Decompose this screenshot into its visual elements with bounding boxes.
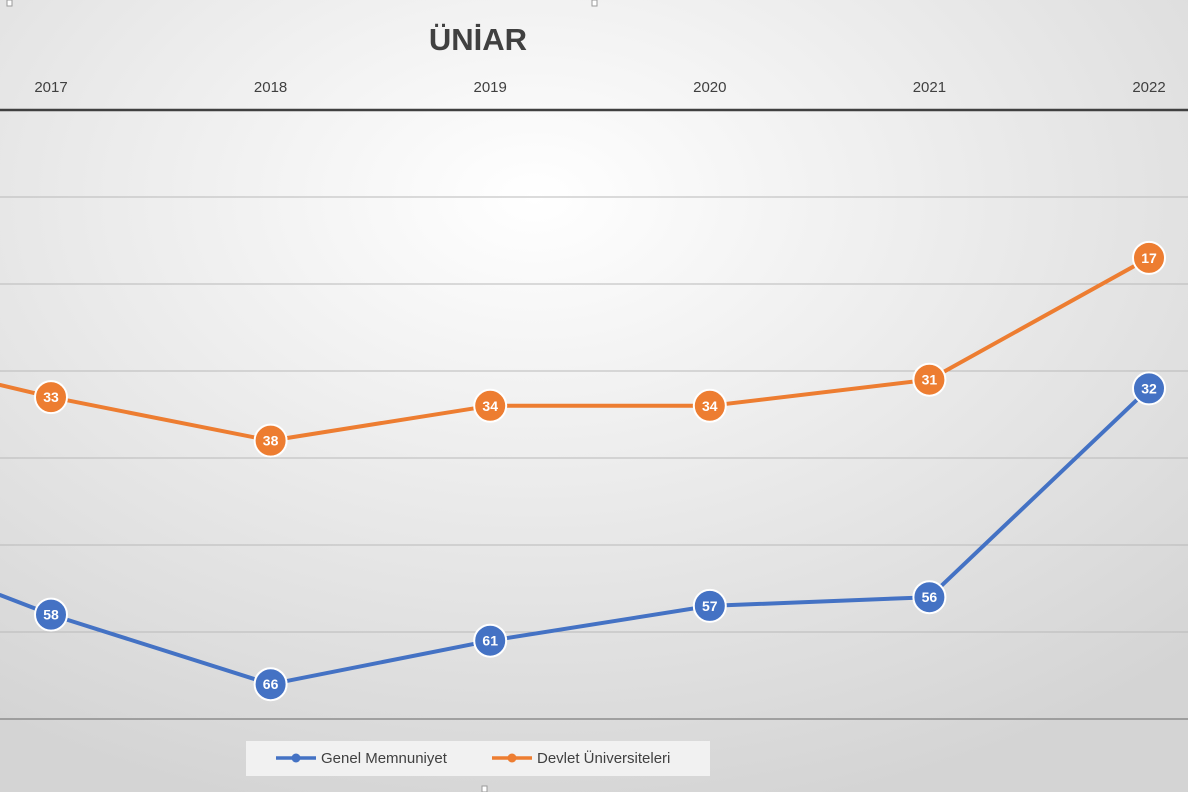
legend-label-devlet-universiteleri: Devlet Üniversiteleri xyxy=(537,749,670,767)
data-point-genel-memnuniyet-2020[interactable] xyxy=(692,588,727,623)
resize-handle[interactable] xyxy=(481,785,488,792)
data-label-genel-memnuniyet-2017: 58 xyxy=(43,607,59,623)
x-axis-ticks: 2017 2018 2019 2020 2021 2022 xyxy=(34,79,1165,96)
legend-dot-devlet-universiteleri xyxy=(507,753,517,763)
series-layer: 58 66 61 57 56 32 33 38 34 34 31 17 xyxy=(0,240,1166,702)
x-tick-label-2021: 2021 xyxy=(913,79,946,96)
legend-dot-genel-memnuniyet xyxy=(291,753,301,763)
data-point-devlet-universiteleri-2018[interactable] xyxy=(253,423,288,458)
chart-title: ÜNİAR xyxy=(429,22,527,57)
x-tick-label-2018: 2018 xyxy=(254,79,287,96)
data-point-devlet-universiteleri-2019[interactable] xyxy=(473,388,508,423)
data-label-devlet-universiteleri-2017: 33 xyxy=(43,389,59,405)
series-devlet-universiteleri: 33 38 34 34 31 17 xyxy=(0,240,1166,458)
legend-label-genel-memnuniyet: Genel Memnuniyet xyxy=(321,750,448,767)
x-tick-label-2022: 2022 xyxy=(1132,79,1165,96)
data-point-devlet-universiteleri-2021[interactable] xyxy=(912,362,947,397)
data-label-genel-memnuniyet-2018: 66 xyxy=(263,676,279,692)
data-label-genel-memnuniyet-2021: 56 xyxy=(922,589,938,605)
data-point-genel-memnuniyet-2018[interactable] xyxy=(253,667,288,702)
x-tick-label-2020: 2020 xyxy=(693,79,726,96)
data-point-devlet-universiteleri-2020[interactable] xyxy=(692,388,727,423)
resize-handle[interactable] xyxy=(6,0,13,7)
data-label-devlet-universiteleri-2018: 38 xyxy=(263,433,279,449)
resize-handle[interactable] xyxy=(591,0,598,7)
data-label-devlet-universiteleri-2019: 34 xyxy=(482,398,498,414)
data-point-genel-memnuniyet-2017[interactable] xyxy=(34,597,68,632)
data-label-devlet-universiteleri-2021: 31 xyxy=(922,372,938,388)
data-point-genel-memnuniyet-2019[interactable] xyxy=(473,623,508,658)
data-label-genel-memnuniyet-2019: 61 xyxy=(482,633,498,649)
gridlines xyxy=(0,196,1188,720)
legend-box xyxy=(246,741,710,776)
data-point-devlet-universiteleri-2017[interactable] xyxy=(34,380,68,415)
data-label-genel-memnuniyet-2022: 32 xyxy=(1141,380,1157,396)
x-tick-label-2019: 2019 xyxy=(474,79,507,96)
data-label-devlet-universiteleri-2022: 17 xyxy=(1141,250,1157,266)
legend: Genel Memnuniyet Devlet Üniversiteleri xyxy=(246,741,710,776)
data-point-devlet-universiteleri-2022[interactable] xyxy=(1132,240,1166,275)
x-tick-label-2017: 2017 xyxy=(34,79,67,96)
data-label-devlet-universiteleri-2020: 34 xyxy=(702,398,718,414)
data-point-genel-memnuniyet-2021[interactable] xyxy=(912,580,947,615)
series-genel-memnuniyet: 58 66 61 57 56 32 xyxy=(0,371,1166,702)
data-label-genel-memnuniyet-2020: 57 xyxy=(702,598,718,614)
data-point-genel-memnuniyet-2022[interactable] xyxy=(1132,371,1166,406)
